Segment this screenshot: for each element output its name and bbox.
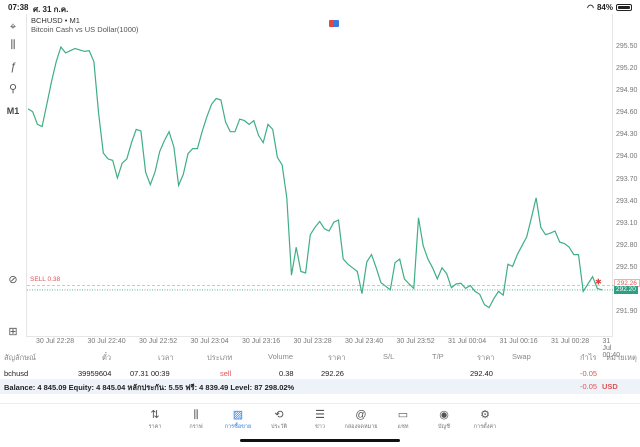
chart-header: BCHUSD • M1 Bitcoin Cash vs US Dollar(10… [31, 16, 139, 34]
tab-chat[interactable]: ▭ แชท [383, 408, 423, 431]
col-volume: Volume [268, 352, 294, 361]
battery-percent: 84% [596, 3, 613, 12]
cell-time: 07.31 00:39 [130, 369, 170, 378]
chart-canvas[interactable]: ✱ BCHUSD • M1 Bitcoin Cash vs US Dollar(… [26, 14, 614, 337]
price-tick: 293.10 [616, 219, 638, 227]
bottom-tab-bar: ⇅ ราคา ⫼ กราฟ ▨ การซื้อขาย ⟲ ประวัติ ☰ ข่าว @… [0, 403, 640, 447]
status-date: ศ. 31 ก.ค. [33, 5, 69, 14]
currency-label: USD [602, 382, 618, 391]
price-tick: 295.20 [616, 65, 638, 73]
price-tick: 294.90 [616, 87, 638, 95]
tab-quotes[interactable]: ⇅ ราคา [135, 408, 175, 431]
col-symbol: สัญลักษณ์ [4, 353, 37, 362]
time-tick: 30 Jul 22:52 [139, 338, 178, 345]
table-header: สัญลักษณ์ ตั๋ว เวลา ประเภท Volume ราคา S… [0, 348, 640, 365]
tab-chart[interactable]: ⫼ กราฟ [176, 408, 216, 431]
time-tick: 30 Jul 22:40 [87, 338, 126, 345]
chat-icon: ▭ [397, 409, 409, 421]
balance-text: Balance: 4 845.09 Equity: 4 845.04 หลักป… [4, 383, 295, 392]
price-tick: 293.40 [616, 197, 638, 205]
col-swap: Swap [512, 352, 531, 361]
col-comment: หมายเหตุ [606, 353, 637, 362]
candlestick-icon: ⫼ [193, 409, 199, 421]
price-tick: 294.00 [616, 153, 638, 161]
quotes-icon: ⇅ [150, 409, 160, 421]
chart-search-icon[interactable]: ⊘ [8, 273, 18, 286]
cell-ticket: 39959604 [78, 369, 112, 378]
col-ticket: ตั๋ว [102, 353, 112, 362]
cell-volume: 0.38 [279, 369, 294, 378]
tab-settings[interactable]: ⚙ การตั้งค่า [465, 408, 505, 431]
time-tick: 30 Jul 23:52 [396, 338, 435, 345]
battery-icon [616, 4, 632, 11]
account-icon: ◉ [439, 409, 449, 421]
tab-accounts[interactable]: ◉ บัญชี [424, 408, 464, 431]
time-tick: 30 Jul 23:28 [293, 338, 332, 345]
home-indicator[interactable] [240, 439, 400, 442]
svg-text:✱: ✱ [595, 278, 602, 287]
col-tp: T/P [432, 352, 444, 361]
objects-icon[interactable]: ⚲ [8, 82, 18, 95]
col-open-price: ราคา [328, 353, 346, 362]
price-tick: 294.60 [616, 109, 638, 117]
cell-price: 292.40 [470, 369, 493, 378]
col-time: เวลา [158, 353, 174, 362]
time-tick: 30 Jul 23:16 [242, 338, 281, 345]
crosshair-icon[interactable]: ⌖ [9, 20, 17, 33]
time-tick: 31 Jul 00:04 [448, 338, 487, 345]
time-tick: 30 Jul 23:40 [345, 338, 384, 345]
time-tick: 30 Jul 22:28 [36, 338, 75, 345]
timeframe-button[interactable]: M1 [6, 106, 20, 116]
total-profit: -0.05 [580, 382, 598, 391]
cell-open-price: 292.26 [321, 369, 344, 378]
bid-price-tag: 292.20 [614, 286, 638, 294]
price-tick: 292.50 [616, 263, 638, 271]
status-bar: 07:38 ศ. 31 ก.ค. ◠ 84% [0, 0, 640, 14]
symbol-timeframe: BCHUSD • M1 [31, 16, 80, 25]
price-line-plot: ✱ [27, 45, 614, 309]
trade-chart-icon: ▨ [232, 409, 244, 421]
balance-summary: Balance: 4 845.09 Equity: 4 845.04 หลักป… [0, 379, 640, 394]
cell-profit: -0.05 [580, 369, 598, 378]
wifi-icon: ◠ [587, 3, 594, 12]
mailbox-icon: @ [355, 409, 367, 421]
col-type: ประเภท [207, 353, 233, 362]
tab-trade[interactable]: ▨ การซื้อขาย [218, 408, 258, 431]
news-icon: ☰ [315, 409, 325, 421]
cell-type: sell [220, 369, 232, 378]
candlestick-icon[interactable]: ⫼ [10, 38, 16, 51]
one-click-trading-icon[interactable] [329, 20, 339, 27]
tab-news[interactable]: ☰ ข่าว [300, 408, 340, 431]
time-tick: 31 Jul 00:28 [551, 338, 590, 345]
trade-table: สัญลักษณ์ ตั๋ว เวลา ประเภท Volume ราคา S… [0, 348, 640, 382]
symbol-description: Bitcoin Cash vs US Dollar(1000) [31, 25, 139, 34]
time-tick: 31 Jul 00:16 [499, 338, 538, 345]
price-tick: 295.50 [616, 43, 638, 50]
price-tick: 293.70 [616, 175, 638, 183]
price-tick: 292.80 [616, 241, 638, 249]
table-row[interactable]: bchusd 39959604 07.31 00:39 sell 0.38 29… [0, 365, 640, 382]
time-tick: 31 Jul 00:40 [602, 338, 621, 359]
col-price: ราคา [477, 353, 495, 362]
status-right: ◠ 84% [587, 3, 632, 12]
cell-symbol: bchusd [4, 369, 29, 378]
price-tick: 291.90 [616, 308, 638, 315]
gear-icon: ⚙ [480, 409, 490, 421]
sell-position-label: SELL 0.38 [30, 276, 61, 283]
time-tick: 30 Jul 23:04 [190, 338, 229, 345]
history-icon: ⟲ [274, 409, 284, 421]
tab-mailbox[interactable]: @ กล่องจดหมาย [341, 408, 381, 431]
function-icon[interactable]: ƒ [9, 61, 17, 73]
add-indicator-icon[interactable]: ⊞ [8, 325, 18, 338]
status-time: 07:38 [8, 3, 29, 12]
chart-toolbar: ⌖ ⫼ ƒ ⚲ M1 ⊘ ⊞ [0, 14, 26, 344]
tab-history[interactable]: ⟲ ประวัติ [259, 408, 299, 431]
time-axis: 30 Jul 22:28 30 Jul 22:40 30 Jul 22:52 30 J… [26, 338, 620, 359]
price-tick: 294.30 [616, 131, 638, 139]
col-profit: กำไร [580, 353, 597, 362]
col-sl: S/L [383, 352, 395, 361]
